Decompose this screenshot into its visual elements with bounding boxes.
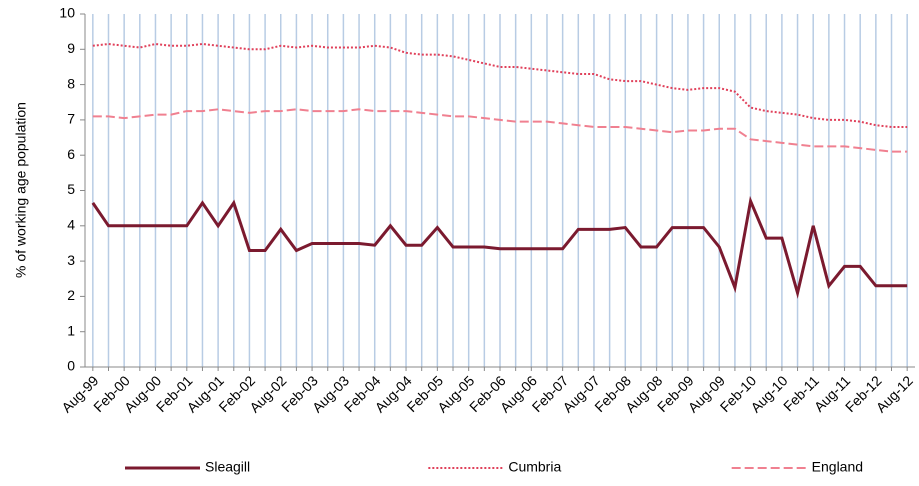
legend-label: Cumbria bbox=[508, 459, 561, 475]
y-tick-label: 0 bbox=[67, 358, 75, 374]
y-tick-label: 3 bbox=[67, 252, 75, 268]
y-tick-label: 1 bbox=[67, 322, 75, 338]
y-axis-label: % of working age population bbox=[13, 102, 29, 278]
y-tick-label: 2 bbox=[67, 287, 75, 303]
series-line bbox=[92, 108, 908, 153]
y-tick-label: 5 bbox=[67, 181, 75, 197]
y-tick-label: 9 bbox=[67, 40, 75, 56]
y-tick-label: 7 bbox=[67, 111, 75, 127]
series-line bbox=[92, 42, 908, 128]
y-tick-label: 4 bbox=[67, 217, 75, 233]
legend-label: England bbox=[812, 459, 863, 475]
series-line bbox=[91, 195, 908, 299]
y-tick-label: 10 bbox=[59, 5, 75, 21]
y-tick-label: 8 bbox=[67, 75, 75, 91]
legend-label: Sleagill bbox=[205, 459, 250, 475]
y-tick-label: 6 bbox=[67, 146, 75, 162]
